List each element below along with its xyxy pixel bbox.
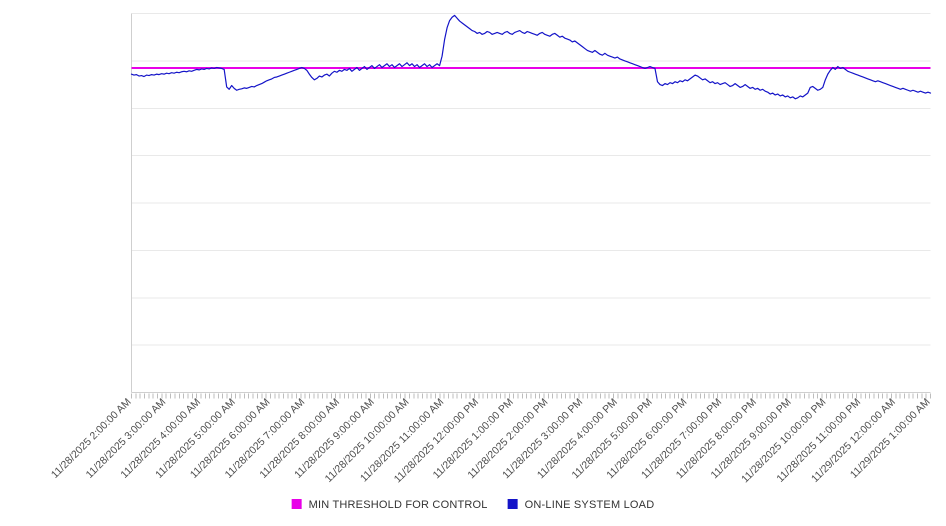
legend-label[interactable]: MIN THRESHOLD FOR CONTROL bbox=[309, 499, 488, 511]
load-series-line bbox=[130, 14, 932, 100]
legend-label[interactable]: ON-LINE SYSTEM LOAD bbox=[525, 499, 655, 511]
legend-swatch[interactable] bbox=[291, 499, 302, 509]
legend-swatch[interactable] bbox=[507, 499, 518, 509]
chart-legend[interactable]: MIN THRESHOLD FOR CONTROL ON-LINE SYSTEM … bbox=[291, 499, 655, 511]
x-axis-minor-ticks bbox=[131, 393, 931, 399]
axis-lines bbox=[131, 13, 931, 393]
gridlines bbox=[131, 13, 931, 393]
series-lines bbox=[130, 14, 932, 100]
